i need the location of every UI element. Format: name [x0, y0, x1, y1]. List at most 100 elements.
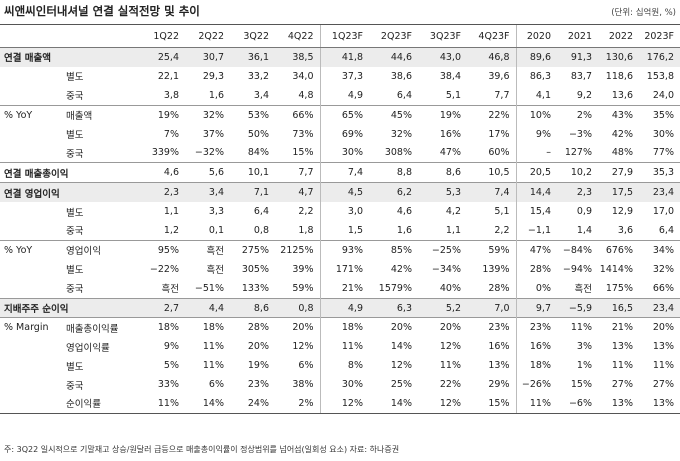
cell: 127% — [564, 147, 592, 159]
row-label: 매출액 — [60, 104, 140, 125]
table-row: 중국 3,8 1,6 3,4 4,8 4,9 6,4 5,1 7,7 4,1 9,2 13,6 24,0 — [0, 85, 680, 106]
cell: 1,1 — [445, 224, 461, 236]
title: 씨앤씨인터내셔널 연결 실적전망 및 추이 — [4, 4, 200, 18]
cell: 8,6 — [418, 162, 467, 183]
cell: 48% — [611, 147, 633, 159]
cell: 21% — [598, 317, 639, 338]
cell: 65% — [319, 104, 369, 125]
column-header: 4Q22 — [275, 24, 320, 48]
cell: 38,6 — [390, 70, 412, 82]
row-heading: 연결 매출액 — [0, 46, 140, 67]
cell: 69% — [319, 124, 369, 144]
cell: −94% — [562, 263, 592, 275]
cell: 0,8 — [253, 224, 269, 236]
cell: 86,3 — [515, 66, 557, 86]
cell: 17,5 — [598, 182, 639, 203]
cell: 7,0 — [467, 297, 516, 318]
cell: 27,9 — [598, 162, 639, 183]
cell: 38,4 — [439, 70, 461, 82]
cell: 38% — [292, 379, 314, 391]
cell: 22% — [439, 379, 461, 391]
cell: 19% — [140, 104, 185, 125]
cell: 153,8 — [646, 70, 674, 82]
row-label: 중국 — [66, 226, 84, 238]
cell: 16% — [515, 337, 557, 357]
cell: 9,2 — [576, 89, 592, 101]
table-row: % YoY 영업이익 95% 흑전 275% 2125% 93% 85% −25% 59% 47% −… — [0, 239, 680, 260]
cell: 12% — [319, 394, 369, 414]
cell: 32% — [185, 104, 230, 125]
row-label: 중국 — [66, 284, 84, 296]
row-heading: 지배주주 순이익 — [0, 297, 140, 318]
row-label: 별도 — [66, 130, 84, 141]
cell: 60% — [488, 147, 510, 159]
cell: 23,4 — [639, 297, 680, 318]
cell: 12% — [292, 341, 314, 353]
row-label: 별도 — [66, 361, 84, 373]
cell: 77% — [652, 147, 674, 159]
cell-blank — [0, 337, 60, 356]
cell: 35% — [639, 104, 680, 125]
cell: 1,6 — [208, 89, 224, 101]
cell: 10,5 — [467, 162, 516, 183]
cell: 2,2 — [494, 224, 510, 236]
row-label: 중국 — [66, 148, 84, 160]
cell: 35,3 — [639, 162, 680, 183]
cell: 29,3 — [202, 70, 224, 82]
cell-blank — [0, 260, 60, 279]
row-label: 순이익률 — [60, 394, 140, 414]
cell: 42% — [611, 128, 633, 140]
table-row: 별도 7% 37% 50% 73% 69% 32% 16% 17% 9% −3% 42% 30% — [0, 124, 680, 144]
table-row: % YoY 매출액 19% 32% 53% 66% 65% 45% 19% 22% 10% 2% 43%… — [0, 104, 680, 125]
cell: 39% — [292, 263, 314, 275]
cell: 16,5 — [598, 297, 639, 318]
cell: 4,4 — [185, 297, 230, 318]
cell: 11% — [652, 360, 674, 372]
cell: 23% — [247, 379, 269, 391]
header-row: 1Q22 2Q22 3Q22 4Q22 1Q23F 2Q23F 3Q23F 4Q23F 2020… — [0, 24, 680, 48]
cell: 6% — [298, 360, 314, 372]
row-group: % YoY — [0, 239, 60, 260]
table-row: 별도 1,1 3,3 6,4 2,2 3,0 4,6 4,2 5,1 15,4 0,9 12,9 17,… — [0, 202, 680, 222]
cell: 73% — [292, 128, 314, 140]
cell: 6,4 — [396, 89, 412, 101]
unit: (단위: 십억원, %) — [611, 8, 676, 18]
cell: 13% — [488, 360, 510, 372]
cell-blank — [0, 202, 60, 221]
cell: 44,6 — [369, 46, 418, 67]
table-row: 연결 영업이익 2,3 3,4 7,1 4,7 4,5 6,2 5,3 7,4 14,4 2,3 17… — [0, 182, 680, 203]
cell: 59% — [467, 239, 516, 260]
cell: 22,1 — [157, 70, 179, 82]
column-header: 2020 — [515, 24, 557, 48]
cell: 5,1 — [445, 89, 461, 101]
table-row: 별도 −22% 흑전 305% 39% 171% 42% −34% 139% 28% −94% 141… — [0, 259, 680, 279]
cell: 11% — [319, 337, 369, 357]
cell: 6,4 — [253, 206, 269, 218]
cell: 2% — [275, 394, 320, 414]
cell: 12% — [390, 360, 412, 372]
cell: 25% — [390, 379, 412, 391]
cell: 3,6 — [617, 224, 633, 236]
row-label: 영업이익 — [60, 239, 140, 260]
cell: 2,3 — [140, 182, 185, 203]
cell: −32% — [194, 147, 224, 159]
cell: 14% — [369, 394, 418, 414]
cell: 34,0 — [292, 70, 314, 82]
cell: 85% — [369, 239, 418, 260]
cell: 30% — [319, 143, 369, 163]
cell: 13% — [598, 394, 639, 414]
cell: 3,4 — [253, 89, 269, 101]
cell: 11% — [611, 360, 633, 372]
cell: 흑전 — [206, 265, 224, 277]
cell: 4,5 — [319, 182, 369, 203]
cell: 15% — [292, 147, 314, 159]
cell-blank — [0, 86, 60, 105]
cell: 676% — [598, 239, 639, 260]
cell: 19% — [418, 104, 467, 125]
row-label: 별도 — [66, 265, 84, 277]
cell: 27% — [652, 379, 674, 391]
row-label: 매출총이익률 — [60, 317, 140, 338]
cell: 1,4 — [576, 224, 592, 236]
cell: 12% — [418, 394, 467, 414]
cell: 171% — [319, 259, 369, 279]
